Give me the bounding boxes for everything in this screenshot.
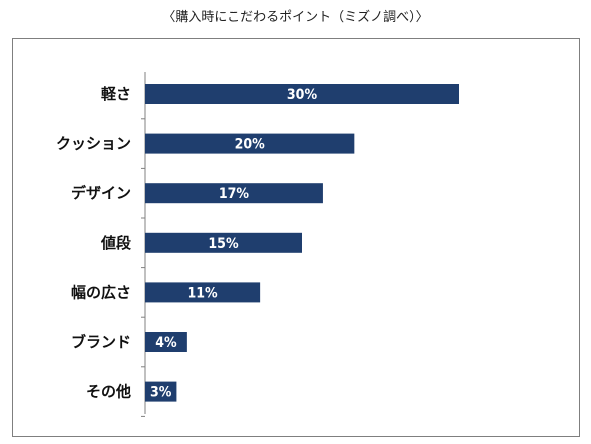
value-label-1: 20% (235, 137, 266, 153)
category-label-5: ブランド (71, 333, 131, 351)
value-label-0: 30% (287, 87, 318, 103)
category-label-6: その他 (86, 383, 131, 401)
bar-6 (145, 381, 177, 402)
chart-title: 〈購入時にこだわるポイント（ミズノ調べ）〉 (162, 10, 429, 25)
labels-layer: 軽さ 30% クッション 20% デザイン 17% 値段 15% 幅の広さ 11% ブランド 4% その… (56, 85, 317, 401)
category-label-1: クッション (56, 135, 131, 153)
bar-2 (145, 183, 323, 204)
category-label-0: 軽さ (101, 85, 131, 103)
value-label-3: 15% (208, 236, 239, 252)
value-label-4: 11% (187, 285, 218, 301)
bars-layer (145, 84, 459, 402)
category-label-2: デザイン (71, 184, 131, 202)
category-label-4: 幅の広さ (71, 283, 131, 301)
bar-3 (145, 232, 302, 253)
bar-1 (145, 133, 355, 154)
value-label-6: 3% (150, 385, 172, 401)
value-label-2: 17% (219, 186, 250, 202)
bar-4 (145, 282, 261, 303)
category-label-3: 値段 (100, 234, 131, 252)
bar-5 (145, 332, 187, 352)
value-label-5: 4% (155, 335, 177, 351)
bar-0 (145, 84, 459, 104)
chart-frame (12, 38, 580, 437)
